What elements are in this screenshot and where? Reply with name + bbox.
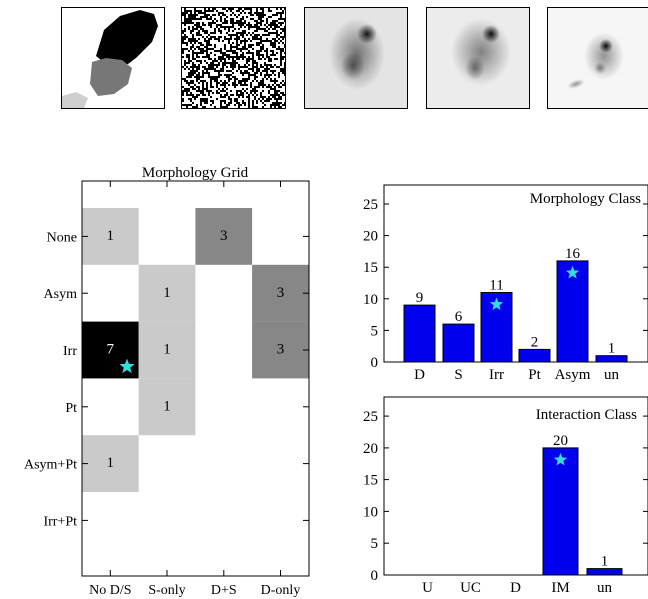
morphology-class-frame — [383, 184, 648, 363]
morphology-class-bar — [403, 304, 436, 363]
grid-frame — [81, 180, 310, 577]
morphology-class-y-tick-label: 20 — [363, 229, 378, 245]
morphology-class-category-label: un — [604, 367, 620, 383]
segmentation-map-thumbnail — [61, 7, 165, 109]
grid-cell — [138, 264, 196, 322]
grid-row-label: Asym — [44, 287, 78, 302]
morphology-class-bar — [442, 323, 475, 363]
noise-map-thumbnail — [181, 7, 286, 109]
interaction-class-category-label: UC — [460, 580, 481, 596]
morphology-class-bar-value: 1 — [608, 341, 616, 357]
morphology-class-category-label: S — [454, 367, 462, 383]
grid-cell-value: 1 — [107, 228, 115, 244]
interaction-class-category-label: un — [597, 580, 613, 596]
grid-row-label: None — [47, 230, 77, 245]
interaction-class-bar-value: 1 — [601, 554, 609, 570]
morphology-class-star-marker — [565, 265, 580, 279]
morphology-class-bar-value: 6 — [455, 309, 463, 325]
grid-cell-value: 3 — [277, 285, 285, 301]
grid-cell-value: 1 — [163, 285, 171, 301]
morphology-class-panel: 0 5 10 15 20 25 9 D 6 S 11 Irr 2 Pt 16 Asym 1 un Morpholo… — [363, 184, 648, 383]
interaction-class-y-tick-label: 20 — [363, 441, 378, 457]
morphology-class-bar-value: 2 — [531, 334, 539, 350]
interaction-class-frame — [383, 396, 648, 576]
grid-cell — [195, 208, 253, 265]
morphology-class-title: Morphology Class — [530, 191, 641, 207]
grid-cell — [82, 208, 139, 265]
interaction-class-bar-value: 20 — [553, 433, 568, 449]
morphology-class-category-label: D — [414, 367, 425, 383]
interaction-class-category-label: D — [510, 580, 521, 596]
grid-cell — [252, 321, 309, 379]
morphology-class-bar — [556, 260, 589, 363]
grid-cell-value: 1 — [107, 455, 115, 471]
grid-row-label: Irr — [63, 344, 77, 359]
morphology-class-bar-value: 9 — [416, 290, 424, 306]
galaxy-thumbnail-2 — [426, 7, 530, 109]
galaxy-thumbnail-3 — [547, 7, 648, 109]
morphology-class-bar-value: 11 — [489, 278, 503, 294]
morphology-grid-panel: 1 3 None 1 3 Asym 7 1 3 Irr 1 Pt 1 Asym+Pt Irr+Pt No D/… — [24, 165, 310, 598]
grid-star-marker — [119, 358, 135, 374]
interaction-class-category-label: U — [422, 580, 433, 596]
morphology-class-y-tick-label: 25 — [363, 197, 378, 213]
interaction-class-y-tick-label: 15 — [363, 473, 378, 489]
interaction-class-y-tick-label: 0 — [371, 568, 379, 584]
morphology-class-category-label: Asym — [555, 367, 591, 383]
grid-column-label: No D/S — [89, 583, 131, 598]
morphology-class-category-label: Pt — [528, 367, 541, 383]
grid-title: Morphology Grid — [142, 165, 249, 181]
grid-column-label: D-only — [261, 583, 301, 598]
grid-cell-value: 7 — [107, 342, 115, 358]
grid-row-label: Irr+Pt — [43, 514, 77, 529]
morphology-class-category-label: Irr — [489, 367, 504, 383]
grid-row-label: Pt — [65, 401, 77, 416]
morphology-class-bar-value: 16 — [565, 246, 581, 262]
grid-cell-value: 1 — [163, 398, 171, 414]
morphology-class-y-tick-label: 15 — [363, 260, 378, 276]
morphology-class-y-tick-label: 10 — [363, 292, 378, 308]
grid-cell — [138, 321, 196, 379]
morphology-class-bar — [518, 348, 551, 363]
interaction-class-star-marker — [553, 452, 568, 466]
grid-cell-value: 1 — [163, 342, 171, 358]
morphology-class-y-tick-label: 5 — [371, 323, 379, 339]
morphology-class-y-tick-label: 0 — [371, 355, 379, 371]
interaction-class-category-label: IM — [551, 580, 569, 596]
grid-row-label: Asym+Pt — [24, 458, 77, 473]
grid-column-label: S-only — [148, 583, 185, 598]
grid-cell-value: 3 — [277, 342, 285, 358]
grid-cell — [138, 378, 196, 436]
interaction-class-bar — [542, 447, 579, 576]
interaction-class-y-tick-label: 10 — [363, 504, 378, 520]
grid-cell-value: 3 — [220, 228, 228, 244]
grid-cell — [252, 264, 309, 322]
interaction-class-y-tick-label: 5 — [371, 536, 379, 552]
interaction-class-panel: 0 5 10 15 20 25 U UC D 20 IM 1 un Interaction Class — [363, 396, 648, 596]
interaction-class-y-tick-label: 25 — [363, 409, 378, 425]
grid-column-label: D+S — [211, 583, 237, 598]
galaxy-thumbnail-1 — [304, 7, 408, 109]
grid-cell — [82, 435, 139, 492]
morphology-class-star-marker — [489, 297, 504, 311]
interaction-class-title: Interaction Class — [536, 407, 637, 423]
